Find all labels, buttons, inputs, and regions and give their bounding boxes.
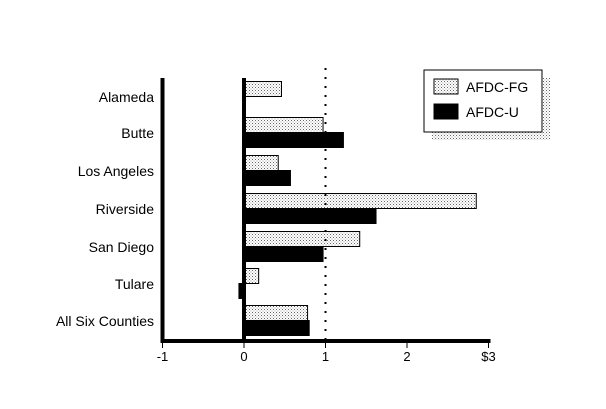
x-tick-label: 1 [322,349,329,364]
category-label: Butte [121,125,154,141]
bar-afdc-fg-4 [243,231,361,247]
bar-afdc-u-3 [243,208,377,224]
x-tick-label: $3 [481,349,495,364]
zero-line [242,78,246,340]
legend-label-afdc-u: AFDC-U [466,104,519,120]
bar-afdc-fg-1 [243,117,324,133]
x-axis-line [160,339,491,343]
category-label: Tulare [115,276,154,292]
category-label: Alameda [99,89,154,105]
bar-afdc-fg-3 [243,193,477,209]
x-tick-label: -1 [157,349,169,364]
bar-afdc-u-2 [243,170,291,186]
bar-afdc-fg-0 [243,81,282,97]
category-label: All Six Counties [56,313,154,329]
bar-afdc-fg-5 [243,268,260,284]
legend-swatch-afdc-u [433,103,459,120]
legend-swatch-afdc-fg [433,78,459,95]
x-tick-label: 0 [240,349,247,364]
y-axis-line [160,78,165,342]
bar-afdc-fg-6 [243,305,309,321]
legend-label-afdc-fg: AFDC-FG [466,79,528,95]
bar-afdc-u-4 [243,246,324,262]
category-label: Los Angeles [78,163,154,179]
category-label: San Diego [89,239,155,255]
bar-afdc-fg-2 [243,155,279,171]
bar-afdc-u-6 [243,320,310,336]
category-label: Riverside [96,201,155,217]
x-tick-label: 2 [403,349,410,364]
bar-afdc-u-1 [243,132,344,148]
